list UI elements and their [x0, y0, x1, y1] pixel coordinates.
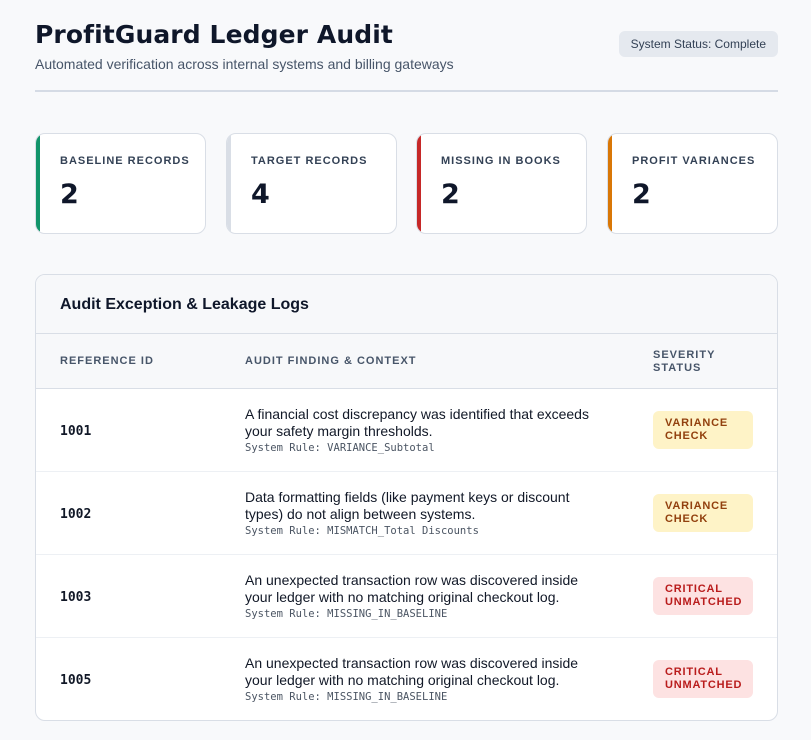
card-accent-bar	[608, 134, 612, 233]
table-header: REFERENCE ID AUDIT FINDING & CONTEXT SEV…	[36, 334, 777, 389]
card-value: 2	[441, 179, 460, 210]
finding-text: A financial cost discrepancy was identif…	[245, 406, 589, 439]
card-value: 2	[60, 179, 79, 210]
panel-title: Audit Exception & Leakage Logs	[60, 296, 309, 313]
card-missing-in-books: MISSING IN BOOKS 2	[416, 133, 587, 234]
card-label: PROFIT VARIANCES	[632, 155, 756, 167]
card-accent-bar	[36, 134, 40, 233]
severity-badge: VARIANCE CHECK	[653, 494, 753, 532]
table-row[interactable]: 1003 An unexpected transaction row was d…	[36, 555, 777, 638]
table-row[interactable]: 1002 Data formatting fields (like paymen…	[36, 472, 777, 555]
audit-log-panel: Audit Exception & Leakage Logs REFERENCE…	[35, 274, 778, 721]
system-status-badge: System Status: Complete	[618, 31, 778, 57]
card-value: 4	[251, 179, 270, 210]
panel-header: Audit Exception & Leakage Logs	[36, 275, 777, 334]
system-rule: System Rule: MISMATCH_Total Discounts	[245, 525, 479, 537]
severity-badge: VARIANCE CHECK	[653, 411, 753, 449]
system-rule: System Rule: VARIANCE_Subtotal	[245, 442, 435, 454]
card-profit-variances: PROFIT VARIANCES 2	[607, 133, 778, 234]
system-rule: System Rule: MISSING_IN_BASELINE	[245, 608, 448, 620]
page-header: ProfitGuard Ledger Audit Automated verif…	[35, 20, 778, 92]
table-row[interactable]: 1005 An unexpected transaction row was d…	[36, 638, 777, 720]
column-header-audit-finding: AUDIT FINDING & CONTEXT	[245, 355, 417, 367]
reference-id: 1001	[60, 424, 92, 439]
column-header-severity-status: SEVERITY STATUS	[653, 349, 716, 374]
card-baseline-records: BASELINE RECORDS 2	[35, 133, 206, 234]
reference-id: 1002	[60, 507, 92, 522]
table-row[interactable]: 1001 A financial cost discrepancy was id…	[36, 389, 777, 472]
card-accent-bar	[227, 134, 231, 233]
card-accent-bar	[417, 134, 421, 233]
card-label: TARGET RECORDS	[251, 155, 368, 167]
card-label: MISSING IN BOOKS	[441, 155, 561, 167]
system-rule: System Rule: MISSING_IN_BASELINE	[245, 691, 448, 703]
card-value: 2	[632, 179, 651, 210]
page-subtitle: Automated verification across internal s…	[35, 56, 454, 72]
severity-badge: CRITICAL UNMATCHED	[653, 660, 753, 698]
column-header-reference-id: REFERENCE ID	[60, 355, 154, 367]
reference-id: 1003	[60, 590, 92, 605]
reference-id: 1005	[60, 673, 92, 688]
severity-badge: CRITICAL UNMATCHED	[653, 577, 753, 615]
page-title: ProfitGuard Ledger Audit	[35, 20, 393, 49]
finding-text: An unexpected transaction row was discov…	[245, 655, 579, 688]
finding-text: An unexpected transaction row was discov…	[245, 572, 579, 605]
card-target-records: TARGET RECORDS 4	[226, 133, 397, 234]
finding-text: Data formatting fields (like payment key…	[245, 489, 570, 522]
card-label: BASELINE RECORDS	[60, 155, 190, 167]
